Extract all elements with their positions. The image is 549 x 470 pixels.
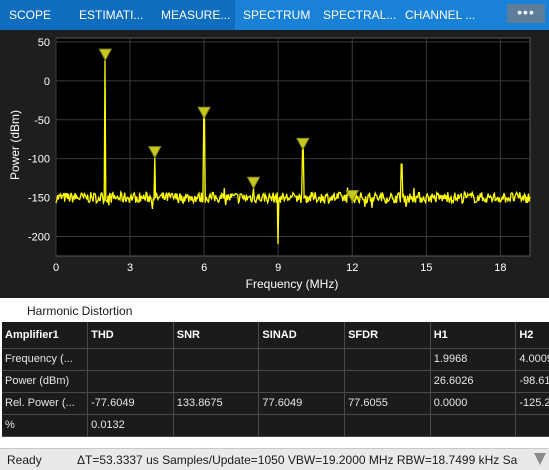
column-header[interactable]: THD (87, 322, 174, 349)
spectrum-trace (55, 60, 531, 245)
table-row: Rel. Power (... -77.6049 133.8675 77.604… (2, 392, 549, 415)
table-row: Power (dBm) 26.6026 -98.6142 (2, 370, 549, 393)
panel-title: Harmonic Distortion (27, 304, 133, 318)
table-cell: 1.9968 (430, 348, 517, 371)
table-row: Frequency (... 1.9968 4.0009 (2, 348, 549, 371)
harmonic-marker-h2 (147, 146, 162, 159)
table-cell (87, 348, 174, 371)
column-header[interactable]: SNR (173, 322, 260, 349)
table-cell: 0.0000 (430, 392, 517, 415)
table-cell (344, 370, 431, 393)
x-tick-label: 3 (127, 262, 133, 274)
x-tick-label: 15 (420, 262, 432, 274)
table-cell (515, 414, 549, 437)
status-bar: Ready ΔT=53.3337 us Samples/Update=1050 … (0, 448, 549, 470)
spectrum-chart[interactable]: 0 3 6 9 12 15 18 50 0 -50 -100 -150 -200 Frequency (… (0, 30, 549, 298)
row-label: Rel. Power (... (2, 392, 89, 415)
tab-estimation[interactable]: ESTIMATI... (71, 0, 153, 30)
tab-spectral-mask[interactable]: SPECTRAL... (315, 0, 397, 30)
harmonic-marker-h4 (246, 176, 261, 190)
tab-measurements[interactable]: MEASURE... (153, 0, 235, 30)
table-header-row: Amplifier1 THD SNR SINAD SFDR H1 H2 (2, 322, 549, 349)
status-bar-menu-icon[interactable] (534, 453, 546, 465)
table-cell: -98.6142 (515, 370, 549, 393)
y-tick-label: 50 (38, 37, 50, 49)
table-cell (173, 348, 260, 371)
table-cell: 26.6026 (430, 370, 517, 393)
table-cell: 0.0132 (87, 414, 174, 437)
table-cell: 133.8675 (173, 392, 260, 415)
tab-scope[interactable]: SCOPE (0, 0, 71, 30)
column-header[interactable]: SINAD (258, 322, 346, 349)
x-tick-label: 9 (275, 262, 281, 274)
table-cell: -77.6049 (87, 392, 174, 415)
table-cell (344, 414, 431, 437)
x-tick-label: 12 (346, 262, 358, 274)
more-tabs-button[interactable]: ••• (507, 4, 545, 23)
x-tick-label: 18 (494, 262, 506, 274)
status-ready: Ready (7, 453, 42, 467)
harmonic-distortion-panel: Harmonic Distortion Amplifier1 THD SNR S… (0, 298, 549, 448)
table-cell (344, 348, 431, 371)
harmonic-marker-h5 (296, 137, 310, 151)
column-header[interactable]: H2 (515, 322, 549, 349)
row-label: % (2, 414, 89, 437)
row-label: Frequency (... (2, 348, 89, 371)
table-cell (173, 414, 260, 437)
y-tick-label: -100 (28, 154, 50, 166)
y-axis-label: Power (dBm) (8, 110, 22, 180)
table-cell (173, 370, 260, 393)
harmonic-marker-h1 (98, 48, 113, 62)
column-header[interactable]: Amplifier1 (2, 322, 89, 349)
table-cell: 4.0009 (515, 348, 549, 371)
table-cell (258, 370, 346, 393)
plot-background (55, 37, 531, 257)
status-measurement-info: ΔT=53.3337 us Samples/Update=1050 VBW=19… (77, 453, 518, 467)
table-cell (258, 414, 346, 437)
table-cell: 77.6055 (344, 392, 431, 415)
spectrum-plot-panel: 0 3 6 9 12 15 18 50 0 -50 -100 -150 -200 Frequency (… (0, 30, 549, 298)
table-cell: -125.2168 (515, 392, 549, 415)
y-tick-label: 0 (44, 76, 50, 88)
harmonic-distortion-table: Amplifier1 THD SNR SINAD SFDR H1 H2 Freq… (2, 322, 549, 437)
harmonic-marker-h3 (197, 106, 211, 120)
tab-spectrum[interactable]: SPECTRUM (235, 0, 315, 30)
table-cell (87, 370, 174, 393)
table-cell (430, 414, 517, 437)
column-header[interactable]: SFDR (344, 322, 431, 349)
y-tick-label: -150 (28, 193, 50, 205)
x-axis-label: Frequency (MHz) (246, 277, 339, 291)
table-cell: 77.6049 (258, 392, 346, 415)
y-tick-label: -200 (28, 232, 50, 244)
column-header[interactable]: H1 (430, 322, 517, 349)
table-viewport: Amplifier1 THD SNR SINAD SFDR H1 H2 Freq… (2, 322, 549, 446)
toolstrip-tabs: SCOPE ESTIMATI... MEASURE... SPECTRUM SP… (0, 0, 549, 30)
y-tick-label: -50 (34, 115, 50, 127)
table-cell (258, 348, 346, 371)
harmonic-marker-h6 (345, 190, 360, 203)
tab-channel-measurements[interactable]: CHANNEL ... (397, 0, 479, 30)
x-tick-label: 6 (201, 262, 207, 274)
row-label: Power (dBm) (2, 370, 89, 393)
x-tick-label: 0 (53, 262, 59, 274)
table-row: % 0.0132 (2, 414, 549, 437)
